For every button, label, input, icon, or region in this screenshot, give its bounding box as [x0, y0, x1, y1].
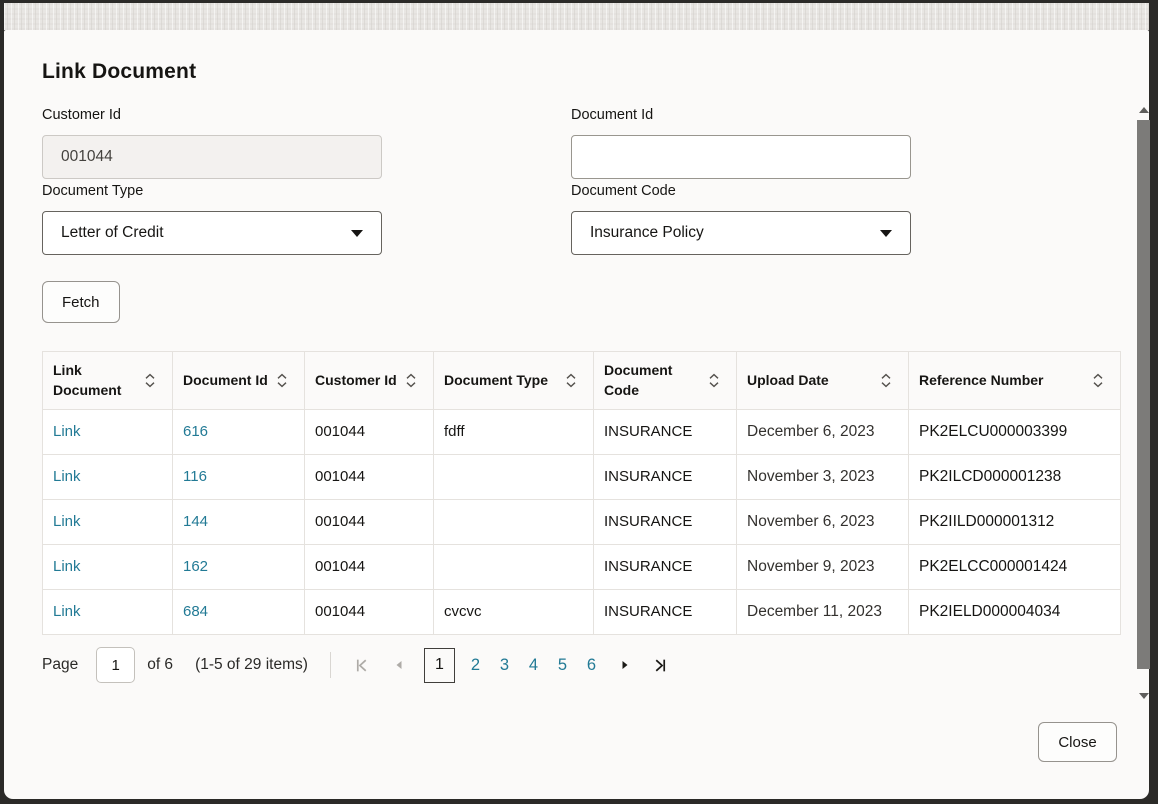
page-number-input[interactable]	[96, 647, 136, 683]
sort-icon[interactable]	[276, 373, 288, 388]
caret-down-icon	[351, 229, 363, 237]
upload-date-cell: December 6, 2023	[736, 408, 909, 455]
upload-date-cell: November 9, 2023	[736, 543, 909, 590]
items-range-label: (1-5 of 29 items)	[195, 656, 308, 673]
sort-icon[interactable]	[144, 373, 156, 388]
document-code-field: Document Code Insurance Policy	[571, 183, 911, 255]
sort-icon[interactable]	[565, 373, 577, 388]
scrollbar-thumb[interactable]	[1137, 120, 1150, 669]
close-button[interactable]: Close	[1038, 722, 1117, 762]
table-row: Link 116 001044 INSURANCE November 3, 20…	[42, 453, 1121, 500]
vertical-scrollbar[interactable]	[1136, 103, 1151, 703]
upload-date-cell: November 6, 2023	[736, 498, 909, 545]
customer-id-cell: 001044	[304, 498, 434, 545]
sort-icon[interactable]	[708, 373, 720, 388]
pagination-page-4[interactable]: 4	[528, 655, 539, 674]
document-type-field: Document Type Letter of Credit	[42, 183, 382, 255]
page-of-label: of 6	[147, 656, 174, 673]
document-type-cell	[433, 498, 594, 545]
document-id-link[interactable]: 684	[183, 603, 209, 621]
pagination-divider	[329, 652, 331, 678]
last-page-icon[interactable]	[648, 655, 673, 676]
pagination-current-page[interactable]: 1	[423, 647, 455, 683]
document-type-cell: fdff	[433, 408, 594, 455]
document-id-label: Document Id	[571, 107, 654, 123]
document-type-cell	[433, 543, 594, 590]
document-code-selected-value: Insurance Policy	[590, 224, 704, 241]
table-row: Link 684 001044 cvcvc INSURANCE December…	[42, 588, 1121, 635]
pagination-page-2[interactable]: 2	[470, 655, 481, 674]
table-row: Link 616 001044 fdff INSURANCE December …	[42, 408, 1121, 455]
documents-table: Link Document Document Id Customer Id Do…	[42, 351, 1121, 635]
customer-id-label: Customer Id	[42, 107, 121, 123]
document-type-select[interactable]: Letter of Credit	[42, 211, 382, 255]
document-type-cell: cvcvc	[433, 588, 594, 635]
customer-id-cell: 001044	[304, 408, 434, 455]
reference-number-cell: PK2ILCD000001238	[908, 453, 1121, 500]
pagination-bar: Page of 6 (1-5 of 29 items) 1 2 3 4 5 6	[42, 646, 673, 684]
column-header-link-document[interactable]: Link Document	[42, 351, 173, 410]
background-page-strip	[4, 3, 1149, 30]
sort-icon[interactable]	[880, 373, 892, 388]
document-id-link[interactable]: 116	[183, 468, 207, 486]
pagination-page-3[interactable]: 3	[499, 655, 510, 674]
sort-icon[interactable]	[1092, 373, 1104, 388]
document-id-link[interactable]: 162	[183, 558, 209, 576]
scroll-up-icon[interactable]	[1136, 103, 1151, 117]
first-page-icon[interactable]	[349, 655, 374, 676]
table-row: Link 144 001044 INSURANCE November 6, 20…	[42, 498, 1121, 545]
link-action[interactable]: Link	[53, 603, 81, 621]
document-code-label: Document Code	[571, 183, 676, 199]
reference-number-cell: PK2IILD000001312	[908, 498, 1121, 545]
customer-id-input[interactable]	[42, 135, 382, 179]
document-code-cell: INSURANCE	[593, 408, 737, 455]
column-header-document-type[interactable]: Document Type	[433, 351, 594, 410]
link-action[interactable]: Link	[53, 423, 81, 441]
column-header-upload-date[interactable]: Upload Date	[736, 351, 909, 410]
document-code-select[interactable]: Insurance Policy	[571, 211, 911, 255]
upload-date-cell: December 11, 2023	[736, 588, 909, 635]
document-type-selected-value: Letter of Credit	[61, 224, 164, 241]
previous-page-icon[interactable]	[388, 656, 410, 674]
document-type-cell	[433, 453, 594, 500]
customer-id-field: Customer Id	[42, 107, 382, 179]
scroll-down-icon[interactable]	[1136, 689, 1151, 703]
link-action[interactable]: Link	[53, 558, 81, 576]
document-id-input[interactable]	[571, 135, 911, 179]
reference-number-cell: PK2IELD000004034	[908, 588, 1121, 635]
table-header-row: Link Document Document Id Customer Id Do…	[42, 351, 1121, 410]
customer-id-cell: 001044	[304, 453, 434, 500]
customer-id-cell: 001044	[304, 588, 434, 635]
caret-down-icon	[880, 229, 892, 237]
modal-title: Link Document	[42, 60, 197, 83]
sort-icon[interactable]	[405, 373, 417, 388]
upload-date-cell: November 3, 2023	[736, 453, 909, 500]
fetch-button[interactable]: Fetch	[42, 281, 120, 323]
document-code-cell: INSURANCE	[593, 588, 737, 635]
next-page-icon[interactable]	[614, 656, 636, 674]
reference-number-cell: PK2ELCU000003399	[908, 408, 1121, 455]
table-row: Link 162 001044 INSURANCE November 9, 20…	[42, 543, 1121, 590]
column-header-document-code[interactable]: Document Code	[593, 351, 737, 410]
document-id-link[interactable]: 144	[183, 513, 209, 531]
document-type-label: Document Type	[42, 183, 144, 199]
document-code-cell: INSURANCE	[593, 498, 737, 545]
document-id-field: Document Id	[571, 107, 911, 179]
customer-id-cell: 001044	[304, 543, 434, 590]
document-code-cell: INSURANCE	[593, 543, 737, 590]
link-document-modal: Link Document Customer Id Document Id Do…	[4, 30, 1151, 799]
column-header-customer-id[interactable]: Customer Id	[304, 351, 434, 410]
pagination-page-5[interactable]: 5	[557, 655, 568, 674]
page-label: Page	[42, 656, 79, 673]
column-header-reference-number[interactable]: Reference Number	[908, 351, 1121, 410]
pagination-page-6[interactable]: 6	[586, 655, 597, 674]
reference-number-cell: PK2ELCC000001424	[908, 543, 1121, 590]
column-header-document-id[interactable]: Document Id	[172, 351, 305, 410]
document-id-link[interactable]: 616	[183, 423, 209, 441]
link-action[interactable]: Link	[53, 513, 81, 531]
document-code-cell: INSURANCE	[593, 453, 737, 500]
link-action[interactable]: Link	[53, 468, 81, 486]
